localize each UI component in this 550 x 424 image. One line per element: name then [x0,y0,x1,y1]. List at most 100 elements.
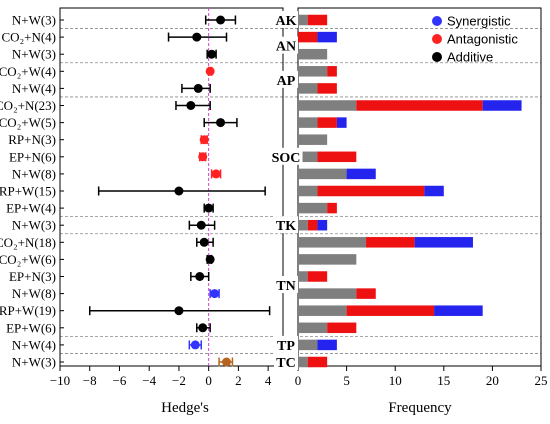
row-label: RP+W(19) [0,303,56,318]
group-label: TN [276,279,295,294]
bar-segment-additive [298,14,308,26]
row-label: N+W(3) [12,355,56,370]
bar-segment-synergistic [317,339,337,351]
group-label: AK [276,14,297,29]
bar-segment-synergistic [317,219,328,231]
group-label: TP [277,339,295,354]
left-x-tick-label: −6 [113,373,127,388]
row-label: EP+W(4) [6,201,56,216]
left-panel-frame [59,7,284,367]
bar-segment-antagonistic [346,305,435,316]
legend-marker [432,34,442,44]
effect-size-point [205,66,215,76]
bar-segment-additive [298,151,318,163]
group-label: SOC [272,151,301,166]
effect-size-point [222,357,232,367]
effect-size-point [196,220,206,230]
effect-size-point [199,237,209,247]
row-label: N+W(3) [12,218,56,233]
bar-segment-additive [298,356,308,368]
group-label-background [274,353,298,370]
bar-segment-antagonistic [307,271,328,282]
row-label: N+W(8) [12,166,56,181]
row-label: N+W(3) [12,47,56,62]
effect-size-point [205,254,215,264]
bar-segment-antagonistic [317,185,425,197]
row-label: CO₂+W(5) [0,115,56,130]
effect-size-point [210,289,220,299]
bar-segment-antagonistic [356,288,376,299]
right-x-tick-label: 20 [486,373,499,388]
bar-segment-additive [298,271,308,282]
effect-size-point [190,340,200,350]
effect-size-point [198,152,208,162]
effect-size-point [186,101,196,110]
group-label-background [274,335,298,353]
row-label: N+W(4) [12,81,56,96]
bar-segment-additive [298,66,328,77]
row-label: N+W(3) [12,13,56,28]
row-label: CO₂+N(18) [0,235,56,250]
legend-label: Additive [447,50,493,65]
bar-segment-synergistic [346,168,376,180]
group-label: TC [276,356,295,371]
bar-segment-antagonistic [317,151,357,163]
bar-segment-additive [298,100,357,111]
effect-size-point [174,306,184,316]
bar-segment-additive [298,305,347,316]
left-x-tick-label: −4 [142,373,156,388]
bar-segment-additive [298,339,318,351]
group-separators [60,28,541,354]
bar-segment-synergistic [414,237,473,248]
group-label: AN [276,40,296,55]
bar-segment-additive [298,254,357,265]
group-label-background [269,147,303,165]
bar-segment-antagonistic [356,100,483,111]
legend-label: Antagonistic [447,32,518,47]
bar-segment-antagonistic [366,237,415,248]
bar-segment-synergistic [317,31,337,43]
row-label: CO₂+W(6) [0,252,56,267]
effect-size-point [211,169,221,179]
right-x-tick-label: 0 [295,373,302,388]
legend-marker [432,16,442,26]
effect-size-point [216,118,226,128]
row-label: RP+N(3) [8,132,56,147]
left-x-axis-label: Hedge's [161,400,209,416]
bar-segment-additive [298,185,318,197]
right-x-tick-label: 5 [343,373,350,388]
row-label: EP+N(6) [9,149,56,164]
row-label: EP+W(6) [6,320,56,335]
row-label: N+W(4) [12,337,56,352]
bar-segment-additive [298,48,328,60]
group-label: AP [277,74,296,89]
group-label-background [274,216,298,234]
right-x-tick-label: 25 [535,373,548,388]
bar-segment-antagonistic [317,83,337,94]
effect-size-point [192,32,202,42]
effect-size-point [204,203,214,213]
effect-size-point [207,49,217,59]
group-label-background [274,11,298,28]
row-label: RP+W(15) [0,184,56,199]
frequency-bar-chart [298,14,522,368]
row-label: CO₂+W(4) [0,64,56,79]
bar-segment-additive [298,202,328,214]
right-x-tick-label: 15 [437,373,450,388]
right-x-tick-label: 10 [389,373,402,388]
left-x-tick-label: 2 [235,373,242,388]
bar-segment-antagonistic [327,322,357,334]
left-x-tick-label: 0 [205,373,212,388]
bar-segment-antagonistic [327,202,337,214]
bar-segment-additive [298,322,328,334]
effect-size-point [198,323,208,333]
bar-segment-antagonistic [307,356,328,368]
row-label: CO₂+N(23) [0,98,56,113]
row-label: CO₂+N(4) [2,30,56,45]
legend-label: Synergistic [447,14,511,29]
left-x-tick-label: 4 [265,373,272,388]
left-x-tick-label: −2 [172,373,186,388]
left-x-tick-label: −10 [50,373,70,388]
row-label: EP+N(3) [9,269,56,284]
